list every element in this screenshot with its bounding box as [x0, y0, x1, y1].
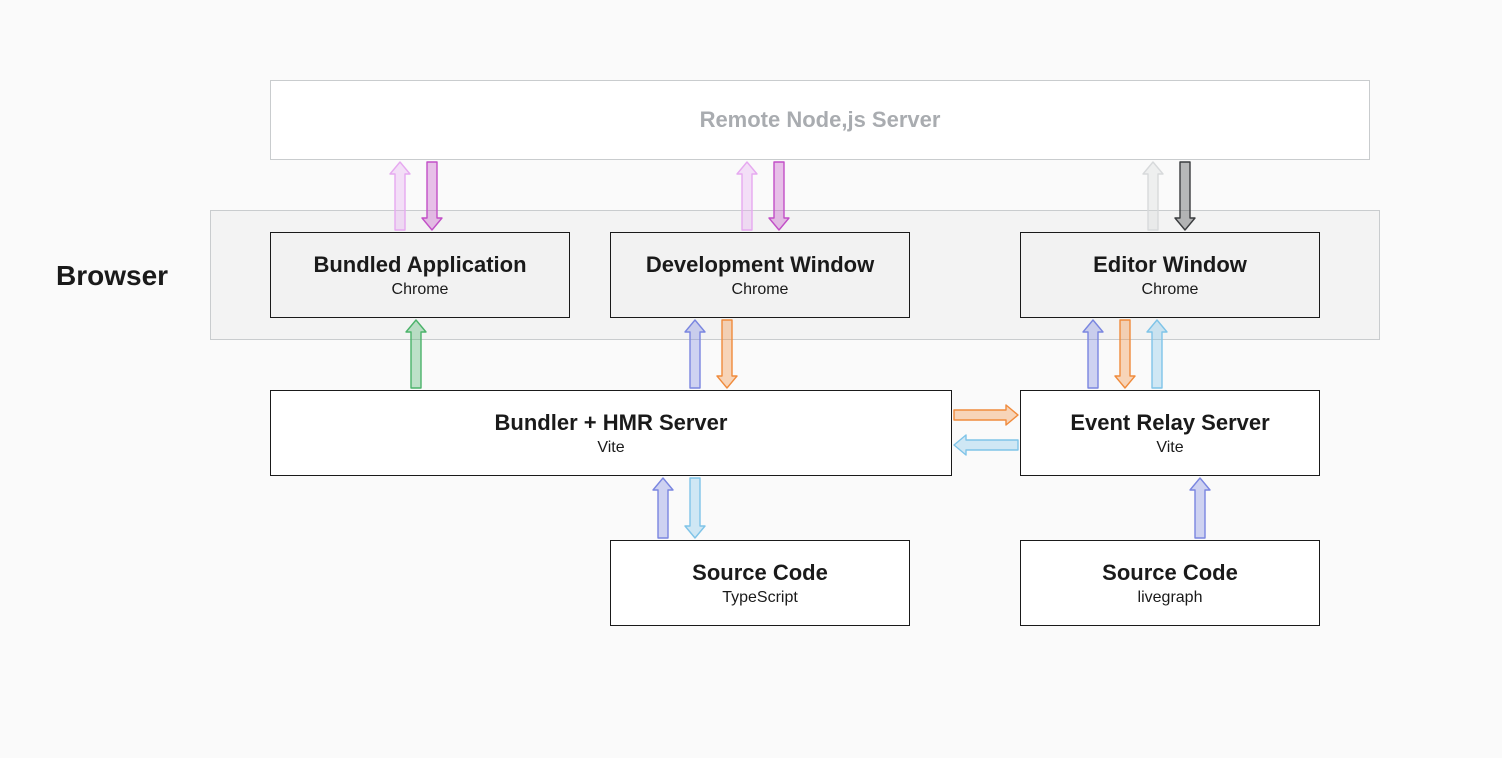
node-subtitle: livegraph	[1138, 589, 1203, 607]
node-source-livegraph: Source Code livegraph	[1020, 540, 1320, 626]
node-relay: Event Relay Server Vite	[1020, 390, 1320, 476]
arrow-bundle-relay-l	[954, 435, 1018, 455]
node-editor-window: Editor Window Chrome	[1020, 232, 1320, 318]
node-subtitle: Vite	[1156, 439, 1183, 457]
node-subtitle: Chrome	[732, 281, 789, 299]
node-remote-server: Remote Node,js Server	[270, 80, 1370, 160]
node-subtitle: Chrome	[1142, 281, 1199, 299]
node-title: Bundled Application	[313, 251, 526, 280]
arrow-bundle-relay-r	[954, 405, 1018, 425]
node-subtitle: TypeScript	[722, 589, 798, 607]
node-dev-window: Development Window Chrome	[610, 232, 910, 318]
node-subtitle: Vite	[597, 439, 624, 457]
node-source-typescript: Source Code TypeScript	[610, 540, 910, 626]
node-title: Remote Node,js Server	[700, 106, 941, 135]
node-title: Source Code	[1102, 559, 1238, 588]
node-title: Development Window	[646, 251, 874, 280]
node-title: Bundler + HMR Server	[495, 409, 728, 438]
node-bundled-app: Bundled Application Chrome	[270, 232, 570, 318]
arrow-src-bundle-up	[653, 478, 673, 538]
architecture-diagram: Browser Remote Node,js Server Bundled Ap…	[0, 0, 1502, 758]
arrow-src-bundle-down	[685, 478, 705, 538]
node-bundler: Bundler + HMR Server Vite	[270, 390, 952, 476]
node-title: Editor Window	[1093, 251, 1247, 280]
browser-section-label: Browser	[56, 260, 168, 292]
arrow-src-relay-up	[1190, 478, 1210, 538]
node-title: Event Relay Server	[1070, 409, 1269, 438]
node-subtitle: Chrome	[392, 281, 449, 299]
node-title: Source Code	[692, 559, 828, 588]
